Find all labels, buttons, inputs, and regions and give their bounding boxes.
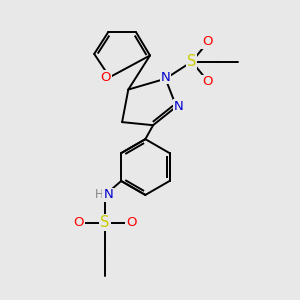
- Text: O: O: [101, 71, 111, 84]
- Text: N: N: [160, 71, 170, 84]
- Text: S: S: [187, 54, 196, 69]
- Text: O: O: [202, 35, 213, 48]
- Text: S: S: [100, 215, 110, 230]
- Text: O: O: [202, 75, 213, 88]
- Text: O: O: [74, 216, 84, 229]
- Text: H: H: [95, 188, 104, 201]
- Text: N: N: [103, 188, 113, 201]
- Text: O: O: [126, 216, 137, 229]
- Text: N: N: [174, 100, 184, 113]
